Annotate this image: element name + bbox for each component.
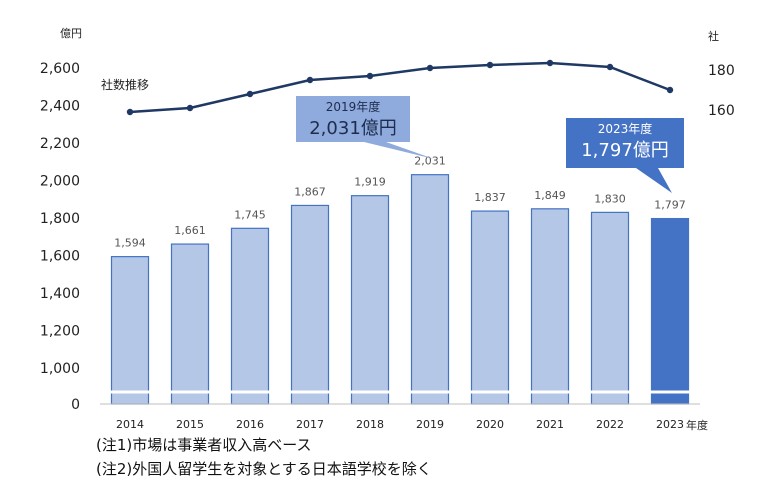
line-point bbox=[426, 64, 434, 72]
bar bbox=[530, 208, 570, 405]
y2-axis-unit-label: 社 bbox=[708, 29, 719, 43]
callout-value-label: 2,031億円 bbox=[309, 118, 397, 139]
line-point bbox=[246, 90, 254, 98]
x-tick-label: 2019 bbox=[416, 418, 444, 431]
note-2: (注2)外国人留学生を対象とする日本語学校を除く bbox=[96, 460, 432, 478]
bar bbox=[230, 227, 270, 405]
line-point bbox=[306, 76, 314, 84]
callout-value-label: 1,797億円 bbox=[581, 140, 669, 161]
bar-value-label: 1,594 bbox=[114, 237, 146, 250]
bar bbox=[410, 174, 450, 405]
bar-value-label: 1,919 bbox=[354, 176, 386, 189]
y-tick-label: 2,200 bbox=[40, 136, 80, 152]
note-1: (注1)市場は事業者収入高ベース bbox=[96, 436, 312, 454]
x-tick-label: 2016 bbox=[236, 418, 264, 431]
line-point bbox=[486, 61, 494, 69]
bar-value-label: 1,867 bbox=[294, 185, 326, 198]
bar-value-label: 2,031 bbox=[414, 155, 446, 168]
bar-value-label: 1,745 bbox=[234, 208, 266, 221]
callout-pointer bbox=[636, 168, 672, 193]
bar bbox=[110, 256, 150, 405]
bar bbox=[470, 210, 510, 405]
bar-value-label: 1,849 bbox=[534, 189, 566, 202]
x-tick-label: 2015 bbox=[176, 418, 204, 431]
callout-year-label: 2019年度 bbox=[326, 99, 381, 114]
axis-break bbox=[100, 390, 700, 394]
x-tick-label: 2018 bbox=[356, 418, 384, 431]
y-tick-label: 1,800 bbox=[40, 211, 80, 227]
callout-year-label: 2023年度 bbox=[598, 121, 653, 136]
callout-box bbox=[296, 96, 410, 142]
callout-box bbox=[566, 118, 684, 168]
bar bbox=[170, 243, 210, 405]
y-tick-label: 1,200 bbox=[40, 324, 80, 340]
bar-value-label: 1,661 bbox=[174, 224, 206, 237]
bar bbox=[290, 204, 330, 405]
y-tick-label: 2,400 bbox=[40, 99, 80, 115]
y-tick-label: 2,600 bbox=[40, 61, 80, 77]
y2-tick-label: 160 bbox=[708, 103, 735, 119]
line-point bbox=[366, 72, 374, 80]
bar bbox=[350, 195, 390, 405]
bar-value-label: 1,837 bbox=[474, 191, 506, 204]
bar bbox=[650, 217, 690, 405]
y-tick-label: 1,000 bbox=[40, 361, 80, 377]
y-tick-label: 1,600 bbox=[40, 249, 80, 265]
callout-pointer bbox=[364, 142, 434, 159]
line-point bbox=[666, 86, 674, 94]
x-tick-label: 2014 bbox=[116, 418, 144, 431]
y-tick-label: 1,400 bbox=[40, 286, 80, 302]
line-point bbox=[546, 59, 554, 67]
x-tick-label: 2017 bbox=[296, 418, 324, 431]
x-tick-label: 2023 bbox=[656, 418, 684, 431]
x-tick-label: 2020 bbox=[476, 418, 504, 431]
line-series bbox=[129, 61, 671, 114]
bar-value-label: 1,797 bbox=[654, 199, 686, 212]
bar-value-label: 1,830 bbox=[594, 192, 626, 205]
y-axis-unit-label: 億円 bbox=[60, 27, 82, 40]
x-tick-label: 2021 bbox=[536, 418, 564, 431]
line-point bbox=[126, 108, 134, 116]
line-series-label: 社数推移 bbox=[101, 77, 149, 92]
y-tick-label: 2,000 bbox=[40, 174, 80, 190]
x-tick-label: 2022 bbox=[596, 418, 624, 431]
bar bbox=[590, 211, 630, 405]
line-point bbox=[186, 104, 194, 112]
y-tick-label: 0 bbox=[71, 397, 80, 413]
x-axis-unit-label: 年度 bbox=[686, 418, 708, 432]
y2-tick-label: 180 bbox=[708, 63, 735, 79]
line-point bbox=[606, 63, 614, 71]
